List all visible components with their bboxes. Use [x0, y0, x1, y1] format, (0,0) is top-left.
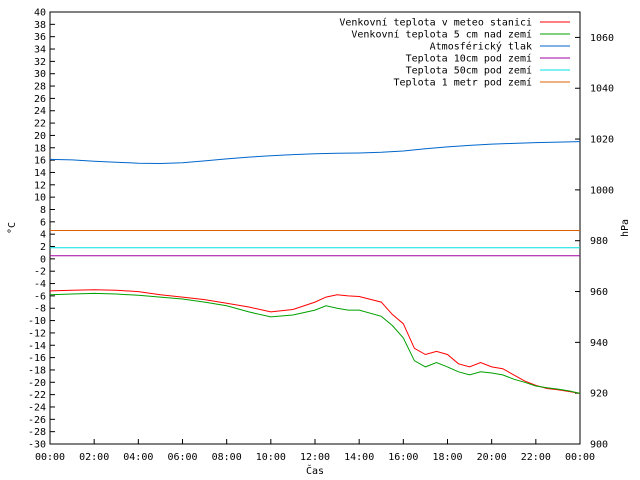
x-tick-label: 18:00 [432, 452, 462, 463]
y2-tick-label: 900 [590, 440, 608, 451]
x-axis-label: Čas [306, 464, 324, 477]
x-tick-label: 14:00 [344, 452, 374, 463]
x-tick-label: 16:00 [388, 452, 418, 463]
x-tick-label: 12:00 [300, 452, 330, 463]
y-tick-label: 2 [40, 242, 46, 253]
x-tick-label: 22:00 [521, 452, 551, 463]
y-tick-label: -30 [28, 440, 46, 451]
x-tick-label: 04:00 [123, 452, 153, 463]
y-tick-label: -10 [28, 316, 46, 327]
legend: Venkovní teplota v meteo staniciVenkovní… [339, 17, 570, 89]
x-tick-label: 10:00 [256, 452, 286, 463]
y-tick-label: -16 [28, 353, 46, 364]
y2-tick-label: 1000 [590, 185, 614, 196]
y-tick-label: -26 [28, 415, 46, 426]
y-tick-label: 24 [34, 106, 46, 117]
y-tick-label: -14 [28, 341, 46, 352]
x-tick-label: 08:00 [212, 452, 242, 463]
y-tick-label: -2 [34, 267, 46, 278]
y-tick-label: 16 [34, 156, 46, 167]
y2-tick-label: 1020 [590, 135, 614, 146]
y-tick-label: -4 [34, 279, 46, 290]
y-tick-label: 36 [34, 32, 46, 43]
y2-tick-label: 1040 [590, 84, 614, 95]
y-tick-label: -8 [34, 304, 46, 315]
y-axis-right: 1060 1040 1020 1000 980 960 940 920 900 [575, 33, 614, 451]
y-tick-label: 22 [34, 119, 46, 130]
y-tick-label: 10 [34, 193, 46, 204]
y-tick-label: 38 [34, 20, 46, 31]
y-axis-label: °C [7, 222, 18, 234]
legend-label: Atmosférický tlak [430, 41, 532, 53]
y-tick-label: 40 [34, 8, 46, 19]
x-tick-label: 02:00 [79, 452, 109, 463]
x-tick-label: 00:00 [565, 452, 595, 463]
y-tick-label: -12 [28, 328, 46, 339]
y-tick-label: 20 [34, 131, 46, 142]
y2-tick-label: 920 [590, 389, 608, 400]
legend-label: Teplota 10cm pod zemí [406, 53, 532, 65]
x-tick-label: 06:00 [167, 452, 197, 463]
y-tick-label: 18 [34, 143, 46, 154]
y-tick-label: -18 [28, 365, 46, 376]
x-tick-label: 20:00 [477, 452, 507, 463]
y-tick-label: 0 [40, 254, 46, 265]
y-tick-label: 34 [34, 45, 46, 56]
y-tick-label: 6 [40, 217, 46, 228]
series-line-3 [49, 141, 581, 165]
y-tick-label: -28 [28, 427, 46, 438]
y-tick-label: 32 [34, 57, 46, 68]
y2-axis-label: hPa [620, 219, 631, 237]
y-tick-label: 30 [34, 69, 46, 80]
y2-tick-label: 960 [590, 287, 608, 298]
y-tick-label: -20 [28, 378, 46, 389]
y-tick-label: -6 [34, 291, 46, 302]
y-axis-left: 4038363432302826242220181614121086420-2-… [28, 8, 55, 451]
y-tick-label: 14 [34, 168, 46, 179]
y2-tick-label: 980 [590, 236, 608, 247]
series-line-1 [49, 289, 581, 394]
y-tick-label: 4 [40, 230, 46, 241]
y2-tick-label: 940 [590, 338, 608, 349]
y-tick-label: -24 [28, 402, 46, 413]
legend-label: Venkovní teplota v meteo stanici [339, 17, 532, 29]
y-tick-label: 12 [34, 180, 46, 191]
series-layer [49, 141, 581, 394]
legend-label: Venkovní teplota 5 cm nad zemí [351, 29, 532, 41]
legend-label: Teplota 1 metr pod zemí [394, 77, 532, 89]
y2-tick-label: 1060 [590, 33, 614, 44]
y-tick-label: 8 [40, 205, 46, 216]
series-line-2 [49, 292, 581, 394]
legend-label: Teplota 50cm pod zemí [406, 65, 532, 77]
x-axis: 00:00 02:00 04:00 06:00 08:00 10:00 12:00 14:00… [35, 439, 595, 463]
y-tick-label: -22 [28, 390, 46, 401]
x-tick-label: 00:00 [35, 452, 65, 463]
y-tick-label: 28 [34, 82, 46, 93]
y-tick-label: 26 [34, 94, 46, 105]
